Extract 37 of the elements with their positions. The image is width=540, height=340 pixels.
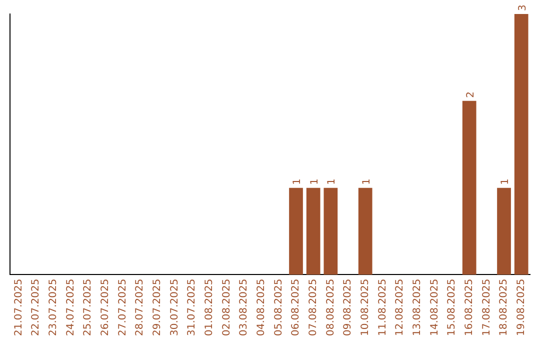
x-tick-label: 27.07.2025 xyxy=(117,278,128,336)
x-tick-label: 05.08.2025 xyxy=(273,278,284,336)
x-tick-label: 13.08.2025 xyxy=(412,278,423,336)
x-tick-label: 19.08.2025 xyxy=(516,278,527,336)
x-tick-label: 08.08.2025 xyxy=(325,278,336,336)
data-label: 3 xyxy=(517,4,528,11)
data-label: 1 xyxy=(292,178,303,185)
x-tick-label: 11.08.2025 xyxy=(377,278,388,336)
x-tick-label: 28.07.2025 xyxy=(134,278,146,336)
x-tick-label: 24.07.2025 xyxy=(65,278,76,336)
x-tick-label: 03.08.2025 xyxy=(238,278,250,336)
x-tick-label: 16.08.2025 xyxy=(464,278,475,336)
data-label: 1 xyxy=(500,178,511,185)
x-tick-label: 23.07.2025 xyxy=(48,278,59,336)
x-tick-label: 10.08.2025 xyxy=(360,278,371,336)
x-tick-label: 01.08.2025 xyxy=(204,278,215,336)
x-tick-label: 21.07.2025 xyxy=(13,278,24,336)
x-tick-label: 06.08.2025 xyxy=(290,278,302,336)
x-tick-label: 30.07.2025 xyxy=(169,278,180,336)
x-tick-label: 09.08.2025 xyxy=(342,278,354,336)
data-label: 1 xyxy=(309,178,320,185)
data-label: 1 xyxy=(361,178,372,185)
x-tick-label: 02.08.2025 xyxy=(221,278,232,336)
x-tick-label: 26.07.2025 xyxy=(100,278,111,336)
x-tick-label: 25.07.2025 xyxy=(82,278,94,336)
x-tick-label: 15.08.2025 xyxy=(446,278,458,336)
x-tick-label: 17.08.2025 xyxy=(481,278,492,336)
x-tick-label: 18.08.2025 xyxy=(498,278,510,336)
x-tick-label: 31.07.2025 xyxy=(186,278,198,336)
x-tick-label: 22.07.2025 xyxy=(30,278,42,336)
x-tick-label: 04.08.2025 xyxy=(256,278,267,336)
data-label: 1 xyxy=(326,178,338,185)
x-tick-label: 29.07.2025 xyxy=(152,278,163,336)
x-tick-label: 14.08.2025 xyxy=(429,278,440,336)
x-tick-label: 12.08.2025 xyxy=(394,278,406,336)
x-tick-label: 07.08.2025 xyxy=(308,278,319,336)
data-label: 2 xyxy=(465,92,476,98)
